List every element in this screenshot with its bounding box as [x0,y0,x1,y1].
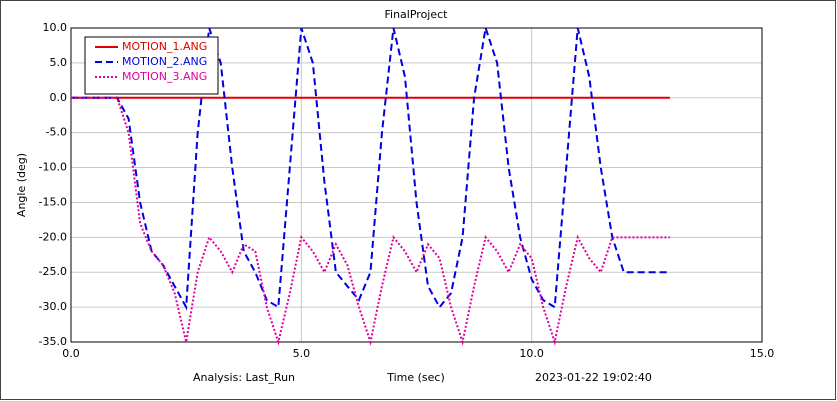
legend-label: MOTION_2.ANG [122,55,207,68]
x-tick-label: 10.0 [519,347,544,360]
y-tick-label: -25.0 [39,265,67,278]
y-tick-label: -15.0 [39,195,67,208]
timestamp: 2023-01-22 19:02:40 [535,371,652,384]
plot-border [70,27,763,343]
y-tick-label: -10.0 [39,161,67,174]
chart-title: FinalProject [385,8,449,21]
y-tick-label: -5.0 [46,126,67,139]
series-line [71,27,670,311]
y-tick-label: 5.0 [50,56,68,69]
y-tick-label: 0.0 [50,91,68,104]
y-tick-label: -35.0 [39,335,67,348]
x-tick-label: 0.0 [62,347,80,360]
y-axis-label: Angle (deg) [15,153,28,217]
series-line [71,96,670,346]
x-tick-label: 15.0 [750,347,775,360]
analysis-label: Analysis: Last_Run [193,371,295,384]
x-axis-label: Time (sec) [386,371,445,384]
y-tick-label: -30.0 [39,300,67,313]
y-tick-label: -20.0 [39,230,67,243]
legend-label: MOTION_1.ANG [122,40,207,53]
legend-label: MOTION_3.ANG [122,70,207,83]
x-tick-label: 5.0 [293,347,311,360]
y-tick-label: 10.0 [43,21,68,34]
